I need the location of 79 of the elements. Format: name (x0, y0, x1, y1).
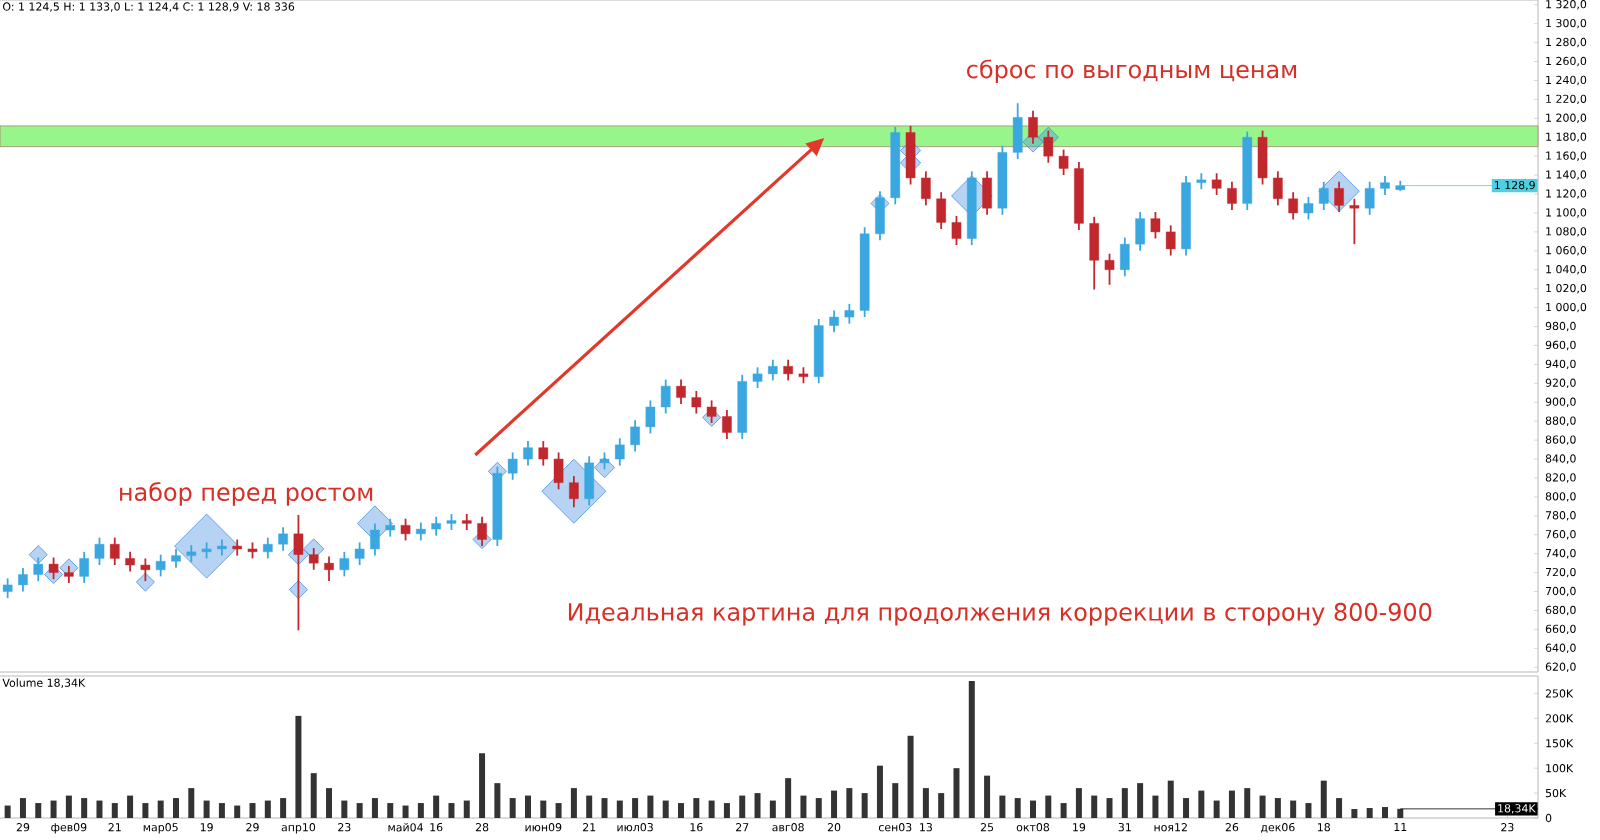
y-tick-label: 1 140,0 (1546, 170, 1587, 180)
y-tick-label: 1 100,0 (1546, 208, 1587, 218)
x-tick-label: июл03 (617, 823, 653, 832)
y-tick-label: 900,0 (1545, 397, 1576, 407)
y-tick-label: 1 120,0 (1546, 189, 1587, 199)
y-tick-label: 1 040,0 (1546, 265, 1587, 275)
x-tick-label: 29 (16, 823, 30, 832)
chart-title: O: 1 124,5 H: 1 133,0 L: 1 124,4 C: 1 128,9 V: 18 336 (3, 2, 295, 12)
x-tick-label: сен03 (878, 823, 912, 832)
x-tick-label: 18 (1318, 823, 1330, 832)
y-tick-label: 800,0 (1545, 492, 1576, 502)
y-tick-label: 1 020,0 (1546, 283, 1587, 294)
annotation: набор перед ростом (120, 482, 373, 506)
chart-title: Volume 18,34K (2, 678, 86, 688)
y-tick-label: 100K (1546, 764, 1574, 773)
y-tick-label: 150K (1546, 739, 1574, 748)
x-tick-label: 29 (246, 823, 259, 832)
y-tick-label: 1 000,0 (1546, 302, 1587, 313)
x-tick-label: 11 (1394, 823, 1407, 832)
x-tick-label: 19 (200, 823, 213, 832)
x-tick-label: 13 (920, 823, 932, 832)
y-tick-label: 920,0 (1545, 378, 1576, 389)
y-tick-label: 50K (1545, 788, 1567, 798)
y-tick-label: 680,0 (1545, 605, 1576, 616)
y-tick-label: 960,0 (1545, 340, 1576, 351)
y-tick-label: 740,0 (1545, 548, 1576, 559)
x-tick-label: июн09 (525, 823, 562, 832)
x-tick-label: 27 (736, 823, 749, 832)
ref-line-label: 1 128,9 (1495, 180, 1535, 191)
y-tick-label: 1 080,0 (1546, 227, 1587, 237)
x-tick-label: ноя12 (1154, 823, 1187, 832)
y-tick-label: 720,0 (1545, 567, 1576, 578)
x-tick-label: дек06 (1260, 823, 1295, 833)
annotation: сброс по выгодным ценам (967, 59, 1297, 83)
x-tick-label: 25 (980, 823, 994, 832)
y-tick-label: 820,0 (1545, 473, 1576, 483)
y-tick-label: 620,0 (1545, 662, 1576, 672)
y-tick-label: 0 (1545, 813, 1552, 823)
ref-line-label: 18,34K (1498, 804, 1536, 814)
y-tick-label: 860,0 (1545, 435, 1576, 445)
y-tick-label: 700,0 (1545, 586, 1576, 597)
x-tick-label: 21 (583, 823, 596, 832)
x-tick-label: 16 (430, 823, 443, 832)
x-tick-label: 28 (475, 823, 489, 832)
x-tick-label: 19 (1073, 823, 1086, 832)
y-tick-label: 1 240,0 (1546, 75, 1587, 86)
y-tick-label: 1 280,0 (1546, 37, 1587, 48)
y-tick-label: 1 220,0 (1546, 94, 1587, 105)
y-tick-label: 980,0 (1545, 321, 1576, 332)
x-tick-label: 16 (690, 823, 703, 832)
y-tick-label: 250K (1545, 689, 1574, 698)
x-tick-label: окт08 (1016, 823, 1050, 832)
x-tick-label: 21 (108, 823, 121, 832)
y-tick-label: 660,0 (1545, 624, 1576, 635)
y-tick-label: 760,0 (1545, 530, 1576, 540)
x-tick-label: 20 (827, 823, 841, 832)
y-tick-label: 1 300,0 (1546, 18, 1587, 29)
y-tick-label: 840,0 (1545, 454, 1576, 464)
x-tick-label: мар05 (143, 823, 178, 834)
x-tick-label: май04 (388, 823, 423, 832)
y-tick-label: 940,0 (1545, 359, 1576, 370)
x-tick-label: апр10 (281, 823, 316, 834)
y-tick-label: 640,0 (1545, 643, 1576, 654)
y-tick-label: 1 060,0 (1546, 246, 1587, 256)
y-tick-label: 1 260,0 (1546, 56, 1587, 67)
annotation: Идеальная картина для продолжения коррекции в сторону 800-900 (568, 602, 1432, 626)
y-tick-label: 780,0 (1545, 511, 1576, 521)
y-tick-label: 1 160,0 (1546, 151, 1587, 161)
y-tick-label: 1 200,0 (1546, 113, 1587, 124)
x-tick-label: авг08 (772, 823, 804, 832)
x-tick-label: 23 (338, 823, 351, 832)
y-tick-label: 1 320,0 (1546, 0, 1587, 10)
y-tick-label: 880,0 (1545, 416, 1576, 426)
x-tick-label: 31 (1118, 823, 1131, 832)
x-tick-label: фев09 (51, 823, 87, 834)
x-tick-label: 26 (1225, 823, 1239, 832)
y-tick-label: 1 180,0 (1546, 132, 1587, 142)
x-tick-label: 23 (1501, 823, 1514, 832)
y-tick-label: 200K (1545, 714, 1574, 723)
